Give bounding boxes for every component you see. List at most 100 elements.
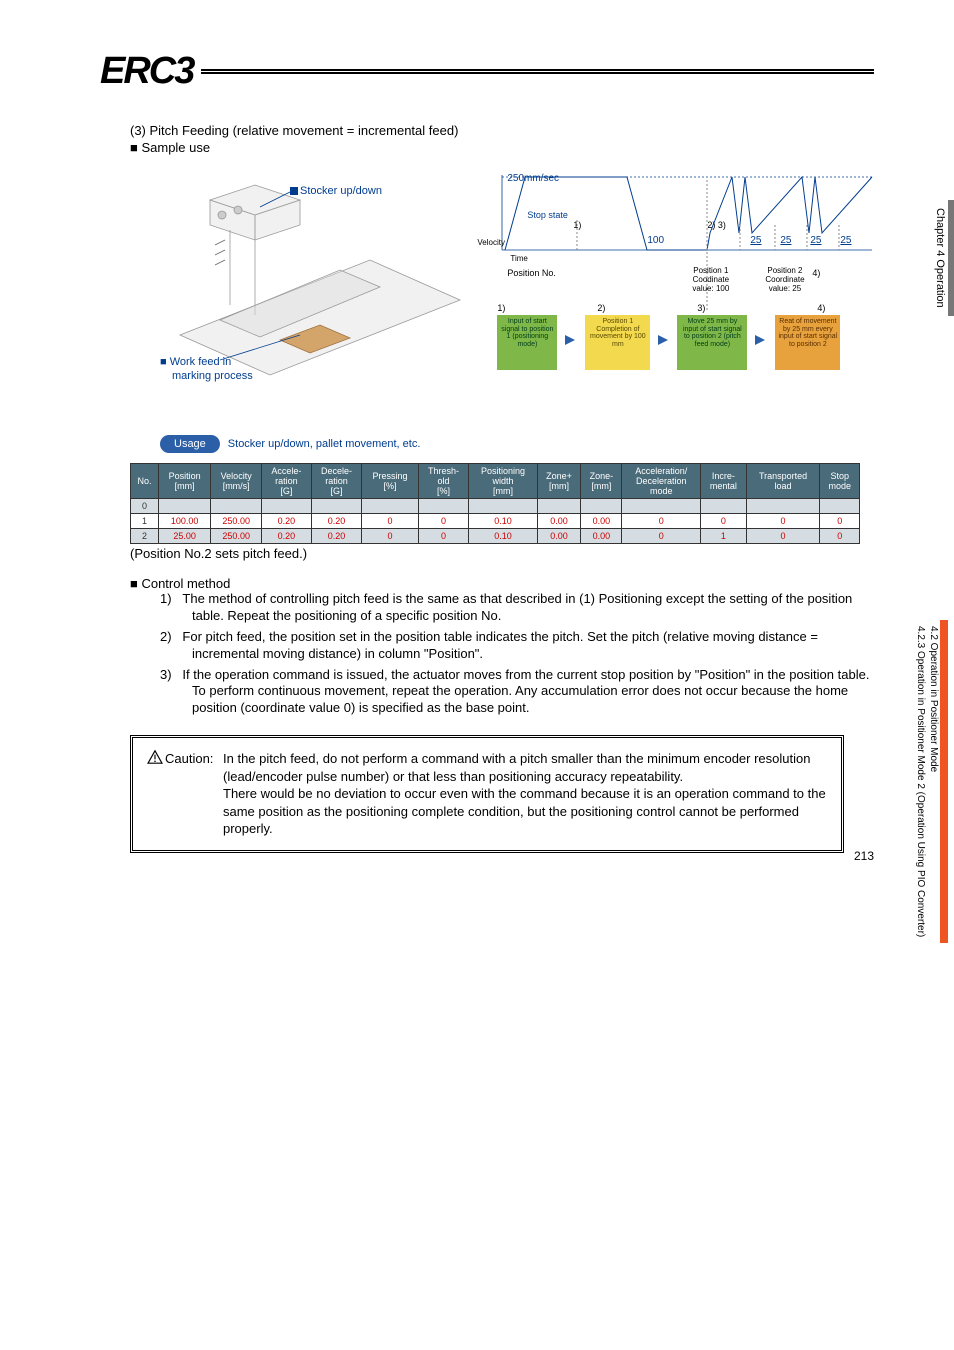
method-item: 1) The method of controlling pitch feed … xyxy=(160,591,874,625)
n1a: 1) xyxy=(573,220,581,230)
section-title: (3) Pitch Feeding (relative movement = i… xyxy=(130,123,874,138)
time-label: Time xyxy=(510,254,527,263)
posno-label: Position No. xyxy=(507,268,556,278)
table-cell: 0 xyxy=(362,514,418,529)
flow-box-2: Position 1 Completion of movement by 100… xyxy=(585,315,650,370)
method-item: 2) For pitch feed, the position set in t… xyxy=(160,629,874,663)
flow-box-1: Input of start signal to position 1 (pos… xyxy=(497,315,557,370)
v25c: 25 xyxy=(810,235,821,246)
table-cell: 0.00 xyxy=(581,514,622,529)
logo-text: ERC3 xyxy=(100,50,193,93)
table-cell: 0 xyxy=(820,529,860,544)
caution-box: Caution:In the pitch feed, do not perfor… xyxy=(130,735,844,853)
table-header: Zone-[mm] xyxy=(581,464,622,499)
table-cell: 100.00 xyxy=(159,514,211,529)
table-header: Thresh-old[%] xyxy=(418,464,469,499)
table-row: 225.00250.000.200.20000.100.000.000100 xyxy=(131,529,860,544)
table-cell: 0 xyxy=(622,529,701,544)
pos2-col: Position 2 Coordinate value: 25 xyxy=(765,267,804,293)
isometric-illustration xyxy=(160,165,470,425)
n1b: 1) xyxy=(497,303,505,313)
right-diagram: 250mm/sec Stop state Velocity Time Posit… xyxy=(477,165,874,425)
table-cell: 250.00 xyxy=(211,529,262,544)
table-cell xyxy=(701,499,746,514)
table-header: Pressing[%] xyxy=(362,464,418,499)
table-header: Decele-ration[G] xyxy=(311,464,362,499)
caution-text: In the pitch feed, do not perform a comm… xyxy=(223,750,827,838)
table-row: 1100.00250.000.200.20000.100.000.000000 xyxy=(131,514,860,529)
table-cell: 0.00 xyxy=(581,529,622,544)
table-cell xyxy=(311,499,362,514)
table-cell xyxy=(362,499,418,514)
side-tabs-2: 4.2.3 Operation in Positioner Mode 2 (Op… xyxy=(914,620,954,943)
table-cell: 0 xyxy=(701,514,746,529)
velocity-label: Velocity xyxy=(477,238,505,247)
table-cell: 1 xyxy=(701,529,746,544)
workfeed-label: ■ Work feed in marking process xyxy=(160,355,253,384)
caution-icon xyxy=(147,750,163,764)
p2c: Coordinate xyxy=(765,275,804,284)
table-cell: 0.10 xyxy=(469,529,537,544)
n4top: 4) xyxy=(812,268,820,278)
table-cell: 0.20 xyxy=(262,514,311,529)
p2: Position 2 xyxy=(767,266,802,275)
left-diagram: Stocker up/down xyxy=(160,165,467,425)
table-cell: 0 xyxy=(622,514,701,529)
n4b: 4) xyxy=(817,303,825,313)
table-header: Acceleration/Decelerationmode xyxy=(622,464,701,499)
table-header: No. xyxy=(131,464,159,499)
table-cell xyxy=(537,499,581,514)
diagram-row: Stocker up/down xyxy=(160,165,874,425)
table-cell xyxy=(746,499,820,514)
table-cell: 0.20 xyxy=(311,529,362,544)
usage-pill: Usage xyxy=(160,435,220,453)
table-cell: 0.00 xyxy=(537,514,581,529)
table-cell: 0 xyxy=(820,514,860,529)
v25b: 25 xyxy=(780,235,791,246)
v25a: 25 xyxy=(750,235,761,246)
side-tab-42: 4.2 Operation in Positioner Mode xyxy=(927,620,948,943)
table-cell: 0.10 xyxy=(469,514,537,529)
p1v: value: 100 xyxy=(692,284,729,293)
p1c: Coodinate xyxy=(693,275,729,284)
side-tab-chapter: Chapter 4 Operation xyxy=(932,200,954,316)
table-cell: 0.00 xyxy=(537,529,581,544)
table-header: Positioningwidth[mm] xyxy=(469,464,537,499)
table-cell-no: 1 xyxy=(131,514,159,529)
arrow-2 xyxy=(658,335,668,345)
table-cell-no: 0 xyxy=(131,499,159,514)
table-header: Accele-ration[G] xyxy=(262,464,311,499)
table-cell: 0 xyxy=(418,529,469,544)
table-cell: 0 xyxy=(746,514,820,529)
side-tabs: Chapter 4 Operation xyxy=(932,200,954,320)
table-cell: 0 xyxy=(362,529,418,544)
table-cell xyxy=(262,499,311,514)
v25d: 25 xyxy=(840,235,851,246)
usage-text: Stocker up/down, pallet movement, etc. xyxy=(228,438,421,450)
chart-svg xyxy=(477,165,877,425)
table-cell xyxy=(211,499,262,514)
arrow-1 xyxy=(565,335,575,345)
table-header: Transportedload xyxy=(746,464,820,499)
logo: ERC3 xyxy=(100,50,874,93)
subtitle: ■ Sample use xyxy=(130,140,874,155)
n2b: 2) xyxy=(597,303,605,313)
table-cell: 250.00 xyxy=(211,514,262,529)
position-table: No.Position[mm]Velocity[mm/s]Accele-rati… xyxy=(130,463,860,544)
page-number: 213 xyxy=(854,849,874,863)
table-header: Position[mm] xyxy=(159,464,211,499)
workfeed-l1: ■ Work feed in xyxy=(160,356,231,368)
caution-label: Caution: xyxy=(165,750,223,838)
table-cell-no: 2 xyxy=(131,529,159,544)
arrow-3 xyxy=(755,335,765,345)
usage-bar: Usage Stocker up/down, pallet movement, … xyxy=(160,435,874,453)
table-header: Incre-mental xyxy=(701,464,746,499)
logo-line xyxy=(201,69,874,74)
table-row: 0 xyxy=(131,499,860,514)
table-cell xyxy=(418,499,469,514)
table-cell: 0 xyxy=(418,514,469,529)
table-header: Stopmode xyxy=(820,464,860,499)
method-list: 1) The method of controlling pitch feed … xyxy=(100,591,874,717)
n23: 2) 3) xyxy=(707,220,726,230)
table-cell xyxy=(469,499,537,514)
